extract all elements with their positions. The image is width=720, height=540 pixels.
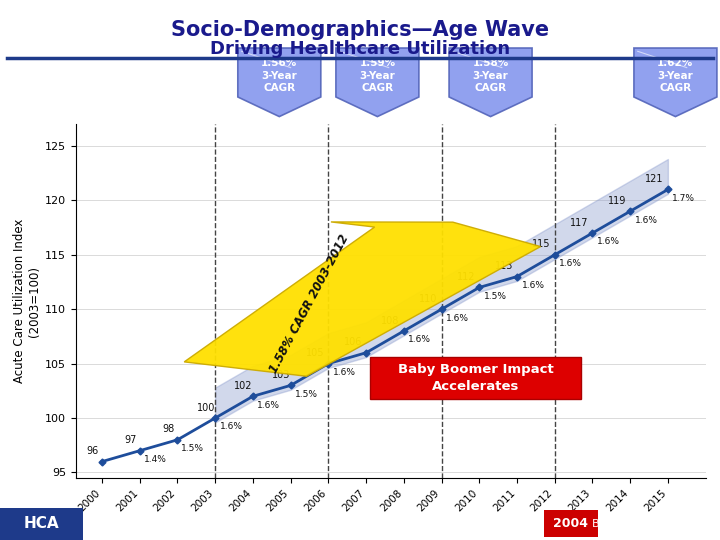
Text: HCA: HCA — [23, 516, 59, 531]
Text: 108: 108 — [382, 315, 400, 326]
Polygon shape — [184, 222, 541, 376]
Y-axis label: Acute Care Utilization Index
(2003=100): Acute Care Utilization Index (2003=100) — [12, 219, 40, 383]
Text: 1.5%: 1.5% — [181, 444, 204, 453]
Text: 1.58%
3-Year
CAGR: 1.58% 3-Year CAGR — [472, 58, 509, 93]
Text: 115: 115 — [532, 239, 551, 249]
Text: 106: 106 — [343, 338, 362, 347]
Text: 96: 96 — [86, 446, 99, 456]
Text: 1.6%: 1.6% — [559, 259, 582, 268]
Text: 1.5%: 1.5% — [295, 390, 318, 399]
Text: 98: 98 — [162, 424, 174, 434]
Text: 113: 113 — [495, 261, 513, 271]
Text: 2004: 2004 — [554, 517, 588, 530]
Polygon shape — [336, 48, 419, 117]
Text: 117: 117 — [570, 218, 588, 227]
Text: 1.62%
3-Year
CAGR: 1.62% 3-Year CAGR — [657, 58, 693, 93]
Text: 1.56%
3-Year
CAGR: 1.56% 3-Year CAGR — [261, 58, 297, 93]
Text: 1.58% CAGR 2003-2012: 1.58% CAGR 2003-2012 — [267, 232, 351, 375]
Text: 105: 105 — [306, 348, 325, 358]
Text: Socio-Demographics—Age Wave: Socio-Demographics—Age Wave — [171, 19, 549, 40]
Text: 121: 121 — [645, 174, 664, 184]
Polygon shape — [238, 48, 321, 117]
Polygon shape — [449, 48, 532, 117]
Text: 1.6%: 1.6% — [371, 357, 394, 366]
Text: 103: 103 — [272, 370, 290, 380]
FancyBboxPatch shape — [0, 508, 83, 540]
Text: 110: 110 — [419, 294, 438, 304]
Text: 1.7%: 1.7% — [672, 194, 696, 203]
Text: 102: 102 — [234, 381, 253, 391]
Text: 1.6%: 1.6% — [634, 215, 657, 225]
Text: 1.4%: 1.4% — [143, 455, 166, 464]
Text: 6: 6 — [354, 515, 366, 533]
Text: Bear Stearns/Sept.: Bear Stearns/Sept. — [592, 519, 697, 529]
Text: Driving Healthcare Utilization: Driving Healthcare Utilization — [210, 39, 510, 58]
Polygon shape — [634, 48, 717, 117]
FancyBboxPatch shape — [544, 510, 598, 537]
Text: 1.6%: 1.6% — [258, 401, 280, 410]
Text: 1.6%: 1.6% — [220, 422, 243, 431]
Text: 1.6%: 1.6% — [446, 314, 469, 322]
Text: 1.6%: 1.6% — [597, 238, 620, 246]
Text: 1.6%: 1.6% — [408, 335, 431, 345]
Text: Baby Boomer Impact
Accelerates: Baby Boomer Impact Accelerates — [397, 363, 554, 393]
Text: 1.5%: 1.5% — [484, 292, 507, 301]
Text: 119: 119 — [608, 196, 626, 206]
Text: 1.59%
3-Year
CAGR: 1.59% 3-Year CAGR — [359, 58, 395, 93]
FancyBboxPatch shape — [370, 356, 581, 399]
Text: 1.6%: 1.6% — [333, 368, 356, 377]
Text: 97: 97 — [124, 435, 137, 445]
Text: 1.6%: 1.6% — [521, 281, 544, 290]
Text: 112: 112 — [456, 272, 475, 282]
Text: 100: 100 — [197, 403, 215, 413]
